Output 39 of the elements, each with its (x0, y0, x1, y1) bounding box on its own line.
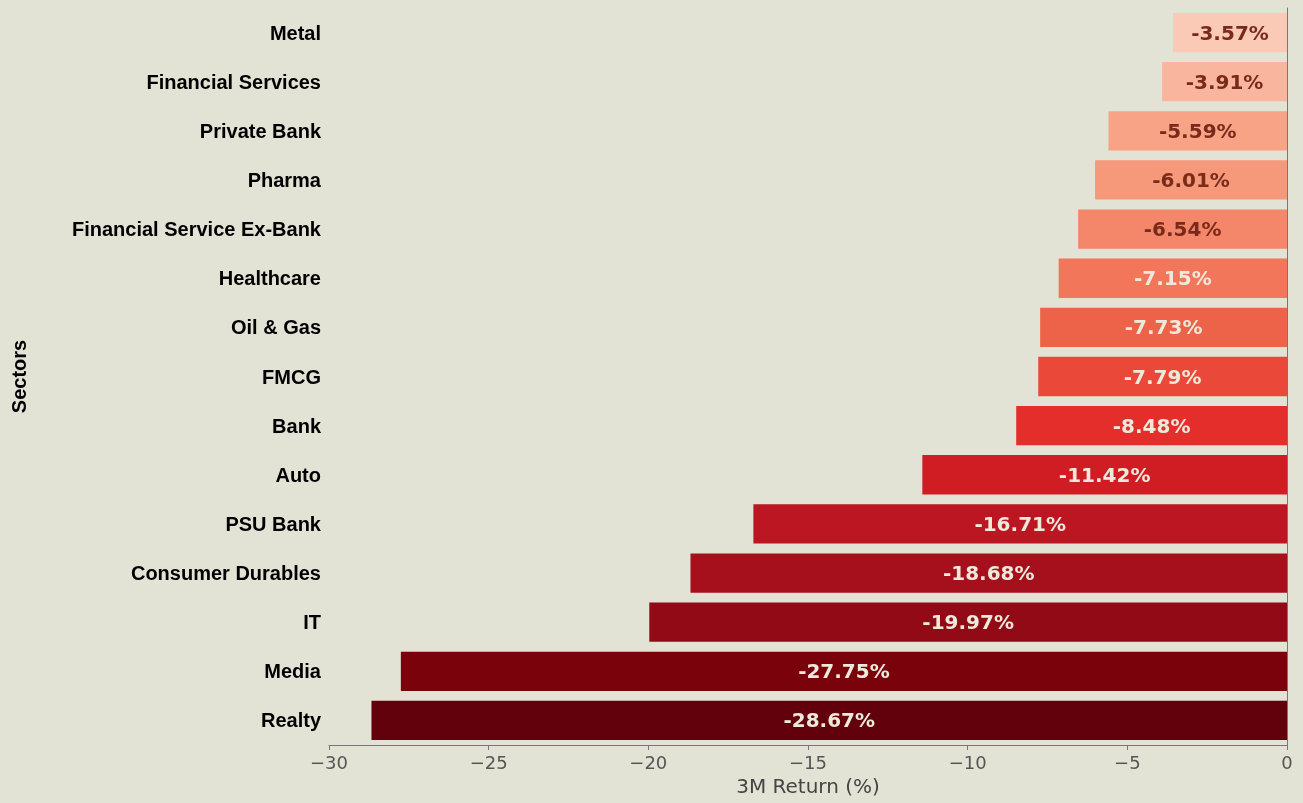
x-tick-label: −30 (310, 751, 348, 773)
x-tick-label: 0 (1281, 751, 1293, 773)
y-tick-label: Healthcare (218, 267, 321, 290)
y-tick-label: PSU Bank (225, 512, 322, 535)
data-label: -8.48% (1112, 413, 1191, 438)
y-tick-label: Pharma (247, 168, 322, 191)
data-label: -11.42% (1058, 462, 1151, 487)
y-tick-label: Bank (272, 414, 322, 437)
x-tick-label: −5 (1114, 751, 1141, 773)
y-axis-title: Sectors (8, 339, 30, 414)
data-label: -3.57% (1191, 20, 1269, 45)
data-label: -28.67% (783, 708, 876, 733)
data-label: -3.91% (1185, 69, 1264, 94)
data-label: -6.01% (1152, 167, 1230, 192)
y-tick-label: Financial Services (146, 70, 321, 93)
y-tick-label: Metal (269, 21, 321, 44)
data-label: -7.15% (1133, 266, 1212, 291)
data-label: -18.68% (942, 561, 1035, 586)
x-tick-label: −10 (948, 751, 987, 773)
y-tick-label: Financial Service Ex-Bank (71, 218, 322, 241)
y-tick-label: FMCG (262, 365, 321, 388)
data-label: -7.73% (1124, 315, 1203, 340)
data-label: -16.71% (974, 511, 1066, 536)
y-tick-label: IT (303, 611, 321, 634)
data-label: -7.79% (1123, 364, 1202, 389)
y-tick-label: Auto (275, 463, 321, 486)
data-label: -5.59% (1158, 118, 1237, 143)
y-tick-label: Realty (260, 709, 322, 732)
x-tick-label: −15 (789, 751, 827, 773)
x-tick-label: −25 (469, 751, 508, 773)
y-tick-label: Media (264, 660, 322, 683)
data-label: -19.97% (922, 610, 1014, 635)
x-axis-title: 3M Return (%) (736, 773, 880, 798)
y-tick-label: Oil & Gas (230, 316, 321, 339)
data-label: -27.75% (798, 659, 890, 684)
y-tick-label: Private Bank (199, 119, 322, 142)
x-tick-label: −20 (629, 751, 668, 773)
y-tick-label: Consumer Durables (130, 562, 321, 585)
data-label: -6.54% (1143, 217, 1222, 242)
